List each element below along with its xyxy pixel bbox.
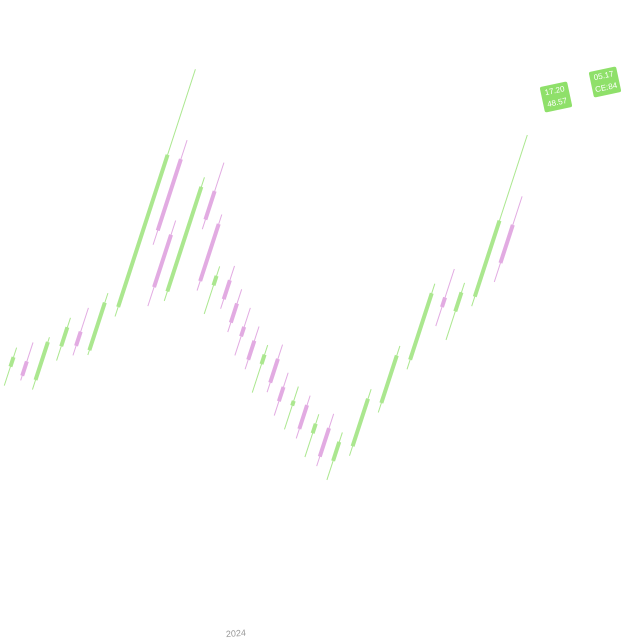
candle-body bbox=[310, 423, 318, 434]
candle-body bbox=[268, 358, 280, 384]
candle-body bbox=[350, 398, 370, 447]
candle-body bbox=[498, 224, 515, 264]
candle-body bbox=[408, 292, 434, 361]
candle-body bbox=[317, 427, 331, 458]
candle-body bbox=[33, 341, 50, 381]
candle-wick bbox=[283, 386, 299, 430]
candle-wick bbox=[203, 266, 221, 315]
candle-body bbox=[203, 190, 217, 221]
candle-body bbox=[74, 331, 83, 347]
candle-body bbox=[87, 302, 107, 351]
candle-body bbox=[290, 400, 296, 407]
candle-body bbox=[297, 404, 309, 430]
candle-body bbox=[20, 360, 29, 377]
x-axis-label: 2024 bbox=[226, 628, 247, 639]
badge-box bbox=[539, 81, 573, 113]
candle-body bbox=[379, 354, 399, 404]
badge-bottom: 48.57 bbox=[546, 96, 568, 109]
plot bbox=[3, 69, 528, 481]
candle-body bbox=[246, 340, 257, 361]
candle-body bbox=[453, 291, 464, 313]
candle-body bbox=[59, 326, 70, 347]
candle-body bbox=[165, 186, 204, 293]
candle-body bbox=[440, 296, 447, 308]
candle-body bbox=[472, 219, 502, 298]
candle-body bbox=[276, 386, 286, 402]
candle-body bbox=[198, 223, 221, 282]
candle-body bbox=[239, 326, 247, 338]
candle-body bbox=[331, 441, 342, 462]
candle-body bbox=[116, 154, 170, 308]
badge-top: 17.20 bbox=[544, 84, 566, 97]
badge-top: 05.17 bbox=[593, 69, 615, 82]
candle-body bbox=[152, 234, 173, 288]
candle-body bbox=[211, 275, 219, 287]
candle-wick bbox=[304, 414, 320, 458]
candle-wick bbox=[251, 344, 269, 393]
candle-body bbox=[155, 158, 183, 232]
candle-body bbox=[259, 353, 267, 365]
candle-body bbox=[228, 302, 239, 324]
badge-box bbox=[588, 66, 622, 98]
candle-body bbox=[221, 279, 232, 300]
candle-body bbox=[8, 356, 16, 368]
